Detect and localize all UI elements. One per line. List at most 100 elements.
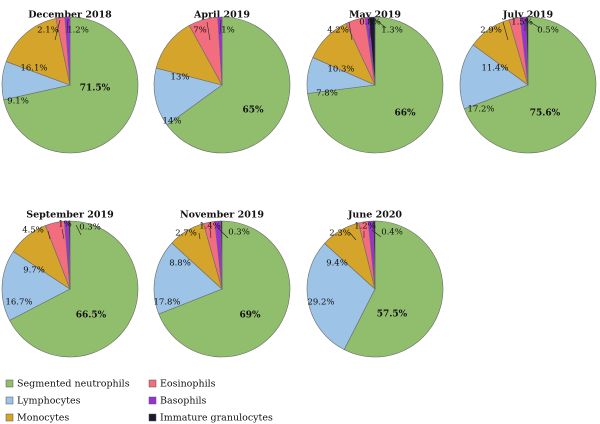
slice-label-immature-granulocytes: 0.3% <box>79 223 101 233</box>
legend-swatch-lymphocytes <box>5 396 14 405</box>
slice-label-lymphocytes: 14% <box>163 117 182 127</box>
slice-label-monocytes: 11.4% <box>481 64 508 74</box>
slice-label-lymphocytes: 17.8% <box>153 298 180 308</box>
slice-lymphocytes <box>153 242 223 315</box>
legend-label-monocytes: Monocytes <box>17 413 69 424</box>
legend: Segmented neutrophils Lymphocytes Monocyte… <box>5 379 273 424</box>
pie-july-2019: July 2019 75.6% 17.2% 11.4% 2.9% 1.5% 0.5% <box>459 9 597 154</box>
pie-title: September 2019 <box>26 209 114 220</box>
slice-label-segmented-neutrophils: 65% <box>242 106 264 116</box>
slice-label-eosinophils: 7% <box>193 26 207 36</box>
pie-november-2019: November 2019 69% 17.8% 8.8% 2.7%1.4% 0.3% <box>153 209 291 358</box>
slice-label-basophils: 0.8% <box>359 18 381 28</box>
leader-line <box>375 19 387 29</box>
slice-segmented-neutrophils <box>343 220 444 358</box>
slice-label-basophils: 1.5% <box>511 18 533 28</box>
slice-segmented-neutrophils <box>463 16 597 154</box>
leader-line <box>502 21 509 41</box>
slice-label-monocytes: 16.1% <box>20 64 47 74</box>
slice-label-segmented-neutrophils: 71.5% <box>80 84 111 94</box>
slice-immature-granulocytes <box>372 220 376 290</box>
pie-title: December 2018 <box>28 9 112 20</box>
leader-line <box>75 224 82 236</box>
slice-label-basophils: 1.2% <box>354 222 376 232</box>
pie-may-2019: May 2019 66% 7.8% 10.3% 4.2% 0.8%1.3% <box>306 9 444 154</box>
leader-line <box>47 230 51 240</box>
leader-line <box>66 18 69 34</box>
slice-label-monocytes: 13% <box>171 73 190 83</box>
slice-label-eosinophils: 2.9% <box>480 26 502 36</box>
slice-label-basophils: 1.2% <box>67 26 89 36</box>
slice-label-basophils: 1.4% <box>199 222 221 232</box>
pie-title: November 2019 <box>180 209 264 220</box>
leader-line <box>529 21 541 29</box>
slice-label-segmented-neutrophils: 66% <box>394 109 416 119</box>
pie-december-2018: December 2018 71.5% 9.1% 16.1% 2.1% 1.2% <box>1 9 139 154</box>
legend-swatch-eosinophils <box>148 379 157 388</box>
slice-lymphocytes <box>1 251 71 321</box>
slice-label-monocytes: 9.7% <box>23 266 45 276</box>
slice-label-immature-granulocytes: 0.4% <box>381 228 403 238</box>
leader-line <box>54 19 61 41</box>
slice-lymphocytes <box>459 44 529 110</box>
slice-lymphocytes <box>153 67 223 126</box>
slice-label-monocytes: 8.8% <box>169 259 191 269</box>
slice-label-lymphocytes: 29.2% <box>307 298 334 308</box>
pie-june-2020: June 2020 57.5% 29.2% 9.4% 2.3%1.2% 0.4% <box>306 209 444 358</box>
slice-monocytes <box>5 18 71 86</box>
leader-line <box>349 232 357 241</box>
pie-title: June 2020 <box>347 209 402 220</box>
pie-title: April 2019 <box>193 9 250 20</box>
slice-basophils <box>217 16 223 86</box>
slice-immature-granulocytes <box>220 220 223 290</box>
slice-label-basophils: 1% <box>221 26 235 36</box>
slice-label-eosinophils: 4.2% <box>327 26 349 36</box>
slice-immature-granulocytes <box>68 220 71 290</box>
slice-label-lymphocytes: 17.2% <box>467 105 494 115</box>
leader-line <box>348 21 353 41</box>
leader-line <box>371 229 382 238</box>
legend-label-eosinophils: Eosinophils <box>160 379 216 390</box>
slice-label-immature-granulocytes: 1.3% <box>381 26 403 36</box>
leader-line <box>219 19 222 35</box>
slice-label-basophils: 1% <box>58 220 72 230</box>
slice-label-immature-granulocytes: 0.5% <box>537 26 559 36</box>
pie-title: July 2019 <box>502 9 554 20</box>
legend-swatch-immature-granulocytes <box>148 413 157 422</box>
legend-swatch-monocytes <box>5 413 14 422</box>
leader-line <box>209 228 212 239</box>
leader-line <box>61 228 65 240</box>
slice-monocytes <box>155 25 223 86</box>
slice-label-eosinophils: 2.7% <box>175 229 197 239</box>
slice-label-eosinophils: 2.3% <box>329 229 351 239</box>
slice-basophils <box>64 16 71 86</box>
slice-label-immature-granulocytes: 0.3% <box>228 228 250 238</box>
pie-title: May 2019 <box>349 9 401 20</box>
legend-label-basophils: Basophils <box>160 396 207 407</box>
legend-swatch-basophils <box>148 396 157 405</box>
legend-label-lymphocytes: Lymphocytes <box>17 396 81 407</box>
slice-segmented-neutrophils <box>158 220 291 358</box>
slice-immature-granulocytes <box>368 16 376 86</box>
leader-line <box>206 21 211 41</box>
leader-line <box>198 232 201 240</box>
slice-label-monocytes: 10.3% <box>327 65 354 75</box>
slice-immature-granulocytes <box>525 16 529 86</box>
leader-line <box>217 227 229 239</box>
pie-september-2019: September 2019 66.5% 16.7% 9.7% 4.5% 1% 0.3% <box>1 209 139 358</box>
legend-swatch-segmented-neutrophils <box>5 379 14 388</box>
slice-lymphocytes <box>306 242 376 350</box>
slice-segmented-neutrophils <box>166 16 291 154</box>
slice-label-segmented-neutrophils: 66.5% <box>76 311 107 321</box>
slice-label-eosinophils: 2.1% <box>37 26 59 36</box>
slice-label-segmented-neutrophils: 69% <box>239 311 261 321</box>
slice-label-lymphocytes: 16.7% <box>5 298 32 308</box>
slice-label-lymphocytes: 7.8% <box>316 89 338 99</box>
slice-segmented-neutrophils <box>9 220 139 358</box>
pie-april-2019: April 2019 65% 14% 13% 7% 1% <box>153 9 291 154</box>
slice-label-segmented-neutrophils: 57.5% <box>377 310 408 320</box>
legend-label-immature-granulocytes: Immature granulocytes <box>160 413 273 424</box>
legend-label-segmented-neutrophils: Segmented neutrophils <box>17 379 130 390</box>
slice-label-eosinophils: 4.5% <box>22 226 44 236</box>
